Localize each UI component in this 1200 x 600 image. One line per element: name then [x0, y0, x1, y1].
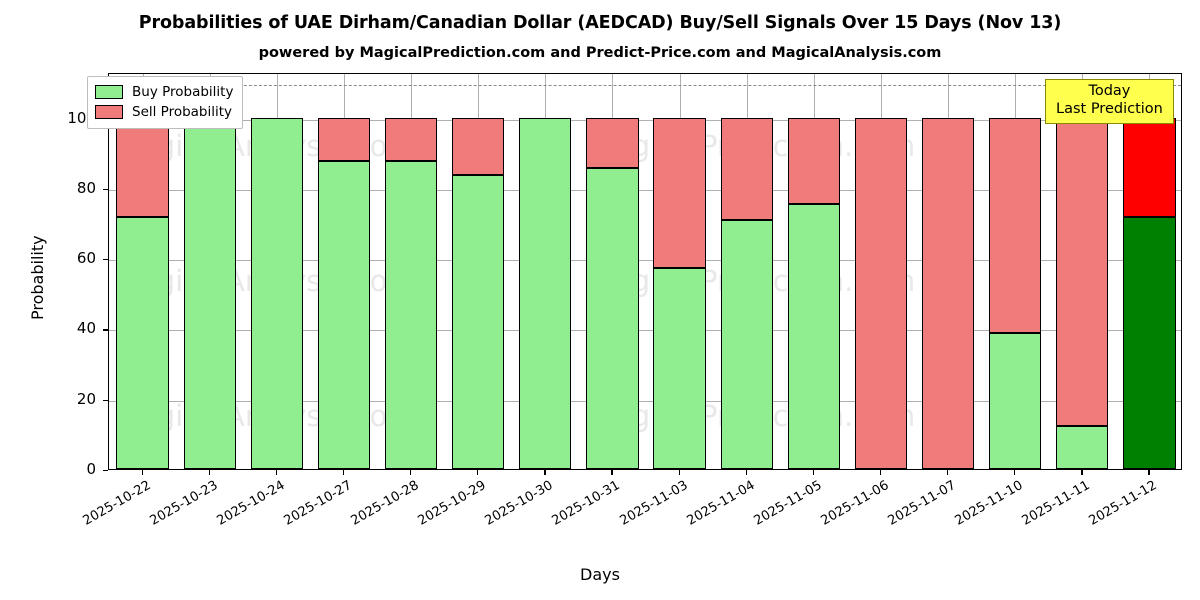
bar-today[interactable]	[1123, 74, 1176, 469]
bar-group[interactable]	[720, 74, 773, 469]
bar-segment-sell[interactable]	[586, 117, 639, 168]
bar-group[interactable]	[989, 74, 1042, 469]
bar-segment-buy[interactable]	[317, 160, 371, 469]
bar-segment-sell[interactable]	[452, 117, 505, 175]
bar-group[interactable]	[854, 74, 908, 469]
x-tick-mark	[812, 470, 814, 475]
bar-segment-sell[interactable]	[384, 117, 438, 161]
bar-segment-sell[interactable]	[653, 117, 706, 269]
chart-legend: Buy Probability Sell Probability	[87, 76, 244, 129]
bar-group[interactable]	[384, 74, 438, 469]
bar-segment-buy[interactable]	[1123, 216, 1176, 469]
bar-segment-sell[interactable]	[989, 117, 1042, 333]
bar-group[interactable]	[586, 74, 639, 469]
bar-group[interactable]	[116, 74, 169, 469]
y-tick-mark	[103, 259, 108, 261]
plot-area: MagicalAnalysis.comMagicalPrediction.com…	[108, 73, 1182, 470]
bar-segment-buy[interactable]	[452, 174, 505, 469]
y-tick-mark	[103, 470, 108, 472]
reference-dashed-line	[109, 84, 1181, 86]
x-tick-mark	[477, 470, 479, 475]
chart-subtitle: powered by MagicalPrediction.com and Pre…	[258, 45, 942, 61]
today-annotation-line2: Last Prediction	[1056, 100, 1163, 117]
x-tick-mark	[745, 470, 747, 475]
y-tick-mark	[103, 329, 108, 331]
x-tick-mark	[410, 470, 412, 475]
bar-segment-buy[interactable]	[787, 204, 840, 469]
legend-item-sell: Sell Probability	[95, 102, 233, 122]
x-tick-mark	[342, 470, 345, 475]
bar-segment-buy[interactable]	[519, 117, 572, 469]
legend-swatch-buy	[95, 85, 123, 99]
bar-group[interactable]	[183, 74, 236, 469]
legend-label-buy: Buy Probability	[132, 84, 234, 100]
y-tick-label: 80	[76, 178, 96, 197]
bar-segment-sell[interactable]	[1123, 117, 1176, 217]
bar-segment-sell[interactable]	[317, 117, 371, 161]
x-tick-mark	[275, 470, 277, 475]
bar-segment-buy[interactable]	[183, 117, 236, 469]
bar-segment-buy[interactable]	[653, 268, 706, 469]
x-tick-mark	[947, 470, 949, 475]
bar-group[interactable]	[787, 74, 840, 469]
x-tick-mark	[1148, 470, 1150, 475]
x-tick-mark	[544, 470, 546, 475]
bar-group[interactable]	[921, 74, 975, 469]
y-tick-label: 60	[76, 249, 96, 268]
bar-segment-sell[interactable]	[720, 117, 773, 220]
bar-segment-buy[interactable]	[384, 160, 438, 469]
bar-segment-sell[interactable]	[854, 117, 908, 469]
y-tick-mark	[103, 399, 108, 401]
bar-segment-buy[interactable]	[1056, 426, 1109, 469]
y-axis-label: Probability	[28, 234, 47, 320]
x-tick-mark	[611, 470, 613, 475]
legend-label-sell: Sell Probability	[132, 104, 233, 120]
bar-segment-sell[interactable]	[116, 117, 169, 218]
gridline-y-20	[109, 400, 1181, 402]
bar-group[interactable]	[653, 74, 706, 469]
bar-segment-buy[interactable]	[116, 217, 169, 469]
x-tick-mark	[1081, 470, 1083, 475]
x-tick-mark	[678, 470, 680, 475]
x-tick-mark	[1014, 470, 1016, 475]
bar-segment-buy[interactable]	[586, 167, 639, 469]
bar-group[interactable]	[519, 74, 572, 469]
legend-swatch-sell	[95, 105, 123, 119]
bar-segment-sell[interactable]	[921, 117, 975, 469]
y-tick-mark	[103, 188, 108, 191]
y-tick-label: 20	[76, 389, 96, 408]
gridline-y-40	[109, 330, 1181, 332]
today-annotation: Today Last Prediction	[1045, 79, 1174, 125]
x-tick-mark	[208, 470, 210, 475]
y-tick-label: 40	[76, 319, 96, 338]
chart-title: Probabilities of UAE Dirham/Canadian Dol…	[138, 13, 1062, 33]
gridline-y-80	[109, 189, 1181, 191]
x-tick-mark	[141, 470, 143, 475]
gridline-y-60	[109, 260, 1181, 262]
x-axis-label: Days	[580, 565, 620, 584]
gridline-y-100	[109, 119, 1181, 121]
bar-group[interactable]	[1056, 74, 1109, 469]
bar-segment-buy[interactable]	[250, 117, 303, 469]
y-tick-label: 0	[86, 460, 96, 478]
bar-group[interactable]	[317, 74, 371, 469]
bar-segment-buy[interactable]	[720, 219, 773, 469]
bar-group[interactable]	[452, 74, 505, 469]
bar-segment-buy[interactable]	[989, 332, 1042, 469]
today-annotation-line1: Today	[1088, 83, 1131, 99]
legend-item-buy: Buy Probability	[95, 82, 233, 102]
x-tick-mark	[879, 470, 882, 475]
bar-segment-sell[interactable]	[787, 117, 840, 205]
bar-group[interactable]	[250, 74, 303, 469]
bar-segment-sell[interactable]	[1056, 117, 1109, 427]
